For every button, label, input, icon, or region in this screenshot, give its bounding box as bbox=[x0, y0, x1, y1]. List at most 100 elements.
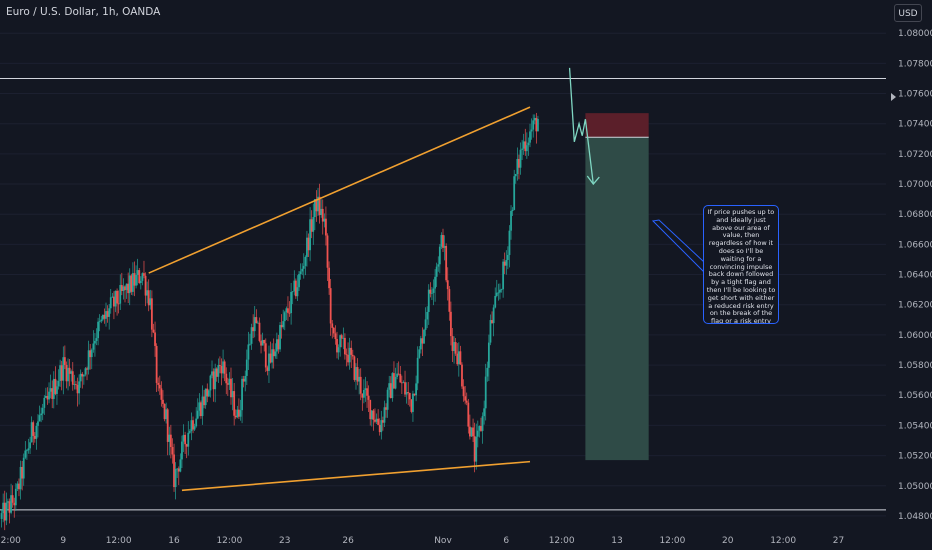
candle-body bbox=[51, 388, 54, 399]
candle-body bbox=[323, 218, 326, 222]
price-axis[interactable]: 1.04800 1.05000 1.05200 1.05400 1.05600 1.058… bbox=[898, 29, 932, 522]
candle-body bbox=[321, 208, 324, 222]
candle-body bbox=[89, 350, 92, 358]
candle-body bbox=[192, 420, 194, 430]
candle-body bbox=[98, 321, 101, 323]
time-axis[interactable]: 12:00 9 12:00 16 12:00 23 26 Nov 6 12:00 13 12:00 20… bbox=[0, 536, 844, 546]
candle-body bbox=[462, 386, 465, 397]
candle-body bbox=[114, 290, 117, 307]
candle-body bbox=[337, 347, 340, 353]
candle-body bbox=[67, 367, 69, 382]
candle-body bbox=[109, 297, 112, 309]
candle-body bbox=[177, 468, 180, 472]
candle-body bbox=[223, 361, 226, 374]
x-tick-label: 6 bbox=[503, 536, 509, 546]
candle-body bbox=[377, 418, 380, 425]
candle-body bbox=[122, 286, 125, 291]
candle-body bbox=[535, 117, 538, 132]
candle-body bbox=[529, 131, 531, 143]
candle-body bbox=[187, 432, 190, 447]
candle-body bbox=[375, 418, 378, 422]
candle-body bbox=[124, 286, 126, 291]
projection-path[interactable] bbox=[568, 67, 600, 186]
candle-body bbox=[451, 336, 454, 352]
symbol-title[interactable]: Euro / U.S. Dollar, 1h, OANDA bbox=[6, 6, 161, 18]
candle-body bbox=[290, 291, 293, 314]
candle-body bbox=[138, 270, 141, 283]
candle-body bbox=[279, 325, 281, 350]
candle-body bbox=[2, 502, 5, 514]
y-tick-label: 1.06000 bbox=[898, 331, 932, 341]
candle-body bbox=[255, 317, 258, 324]
x-tick-label: 12:00 bbox=[659, 536, 685, 546]
candle-body bbox=[307, 237, 310, 251]
candle-body bbox=[516, 158, 519, 174]
wedge-trendlines[interactable] bbox=[148, 106, 531, 492]
candle-body bbox=[250, 327, 253, 344]
candle-body bbox=[464, 396, 467, 401]
horizontal-levels[interactable] bbox=[0, 77, 886, 511]
candle-body bbox=[168, 434, 171, 442]
candle-body bbox=[120, 285, 123, 291]
candle-body bbox=[225, 373, 228, 384]
candle-body bbox=[184, 434, 187, 445]
candle-body bbox=[76, 384, 79, 394]
candle-body bbox=[79, 373, 82, 382]
candle-body bbox=[21, 466, 24, 479]
candle-body bbox=[263, 339, 266, 344]
candle-body bbox=[238, 409, 240, 417]
short-position-tool[interactable] bbox=[585, 113, 649, 461]
candle-body bbox=[416, 357, 419, 384]
candle-body bbox=[71, 371, 74, 385]
candle-body bbox=[37, 421, 39, 426]
stop-loss-zone bbox=[585, 113, 649, 138]
candle-body bbox=[101, 314, 104, 320]
x-tick-label: 27 bbox=[833, 536, 844, 546]
candle-body bbox=[454, 342, 457, 354]
candle-body bbox=[459, 351, 462, 365]
candle-body bbox=[141, 273, 144, 281]
annotation-note[interactable]: If price pushes up to and ideally just a… bbox=[703, 205, 779, 324]
y-tick-label: 1.07800 bbox=[898, 59, 932, 69]
candle-body bbox=[510, 211, 512, 231]
candle-body bbox=[350, 347, 353, 355]
candle-body bbox=[413, 393, 416, 396]
candle-body bbox=[0, 513, 3, 519]
candle-body bbox=[374, 419, 376, 422]
currency-button[interactable]: USD bbox=[894, 4, 922, 22]
candle-body bbox=[56, 386, 58, 394]
note-pointer bbox=[651, 219, 705, 274]
y-tick-label: 1.07600 bbox=[898, 90, 932, 100]
candle-body bbox=[247, 344, 250, 360]
candle-body bbox=[437, 264, 440, 267]
candle-body bbox=[494, 295, 497, 308]
candle-body bbox=[198, 402, 201, 411]
candle-body bbox=[495, 292, 498, 296]
candle-body bbox=[22, 457, 25, 479]
candle-body bbox=[108, 308, 111, 317]
candle-body bbox=[476, 430, 479, 437]
take-profit-zone bbox=[585, 137, 649, 461]
projection-line bbox=[568, 67, 594, 185]
candle-body bbox=[27, 448, 30, 451]
candle-body bbox=[402, 382, 405, 384]
candle-body bbox=[144, 275, 147, 296]
candle-body bbox=[361, 393, 364, 398]
candle-body bbox=[489, 320, 492, 343]
candle-body bbox=[160, 388, 163, 400]
candle-body bbox=[188, 431, 191, 433]
candle-body bbox=[201, 396, 204, 417]
candle-body bbox=[87, 350, 90, 370]
candle-body bbox=[18, 483, 20, 490]
candle-body bbox=[386, 389, 389, 410]
candle-body bbox=[410, 399, 413, 412]
candle-body bbox=[13, 502, 16, 506]
candle-body bbox=[438, 246, 441, 265]
candle-body bbox=[70, 371, 73, 374]
y-tick-label: 1.05400 bbox=[898, 421, 932, 431]
candle-body bbox=[396, 373, 399, 377]
candle-body bbox=[522, 141, 525, 149]
candle-body bbox=[203, 396, 205, 406]
candle-body bbox=[25, 450, 28, 452]
